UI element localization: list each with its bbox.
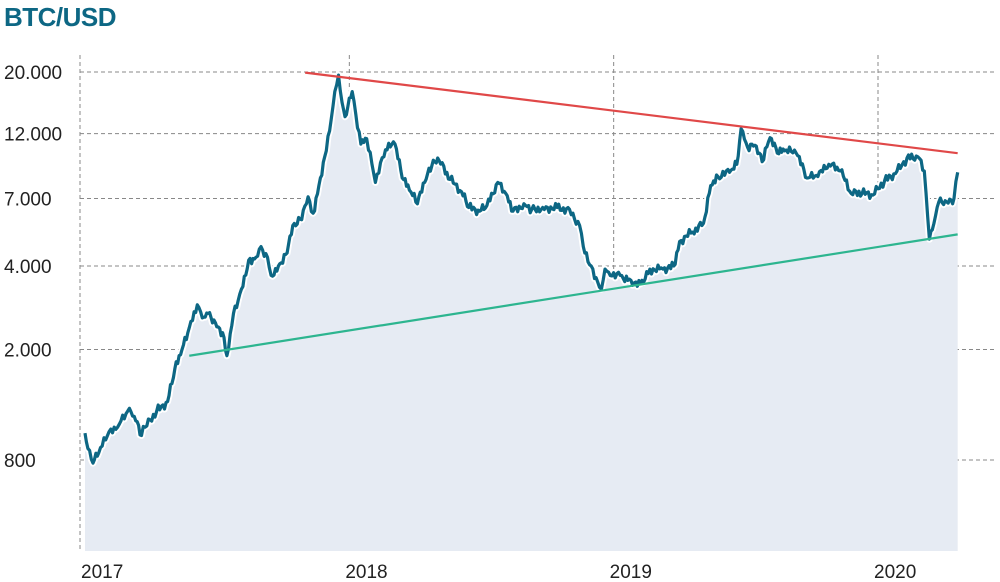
resistance-trendline [305,71,958,155]
y-axis: 20.000 12.000 7.000 4.000 2.000 800 [4,63,62,472]
support-trendline [189,233,958,357]
price-line [83,73,960,465]
x-tick-label: 2020 [874,562,916,582]
x-tick-label: 2017 [81,562,123,582]
y-tick-label: 12.000 [4,125,62,146]
x-tick-label: 2019 [610,562,652,582]
chart-title: BTC/USD [4,2,117,32]
trendlines [189,71,958,357]
y-tick-label: 7.000 [4,190,52,211]
y-tick-label: 4.000 [4,257,52,278]
y-tick-label: 2.000 [4,341,52,362]
price-area [85,75,958,551]
x-tick-label: 2018 [345,562,387,582]
y-tick-label: 800 [4,451,36,472]
x-axis: 2017 2018 2019 2020 [81,562,916,582]
y-tick-label: 20.000 [4,63,62,84]
